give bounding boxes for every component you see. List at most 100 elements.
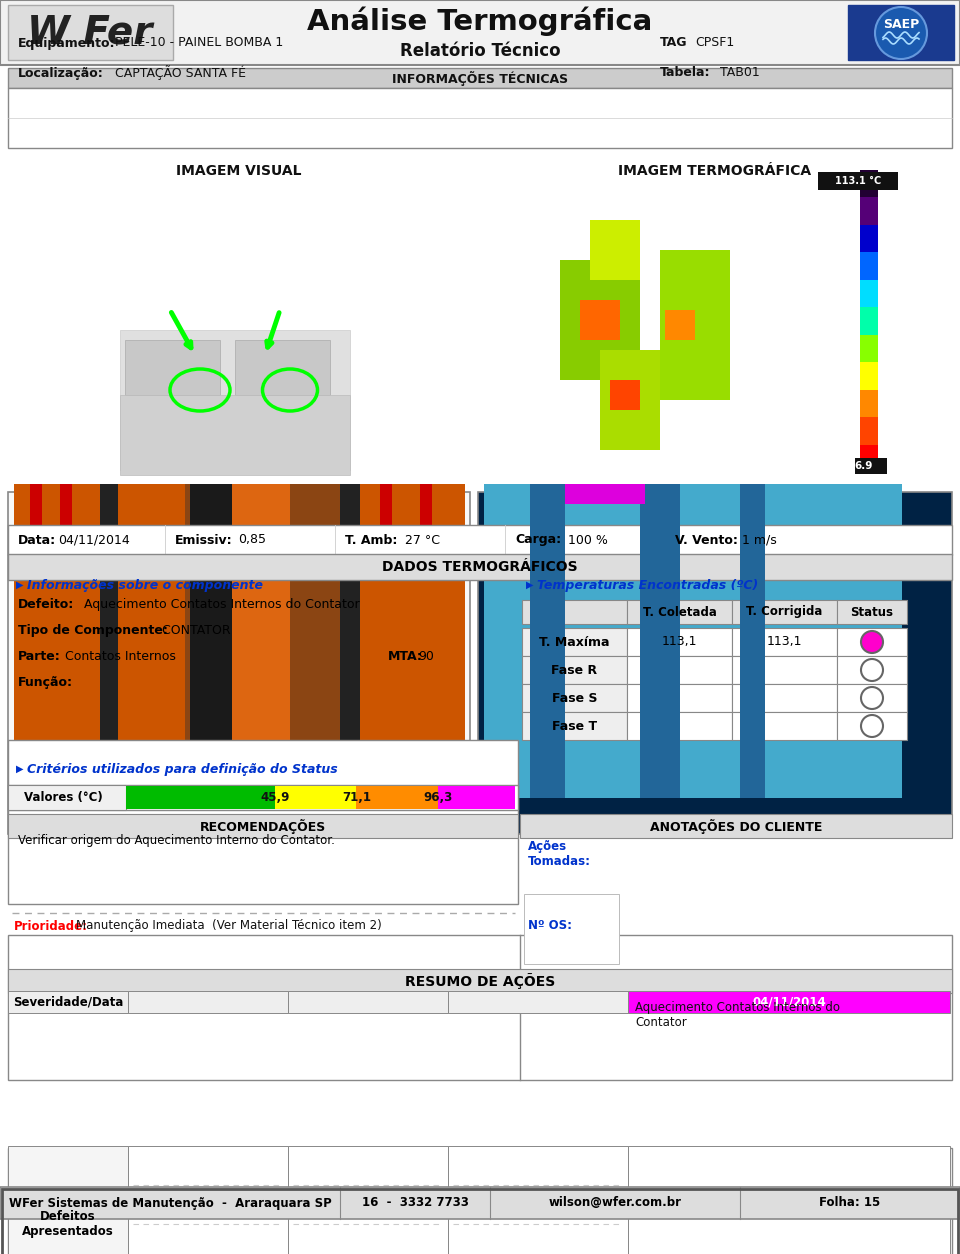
Bar: [484, 484, 902, 798]
Bar: [8, 1146, 128, 1254]
Text: Relatório Técnico: Relatório Técnico: [399, 41, 561, 60]
Text: Critérios utilizados para definição do Status: Critérios utilizados para definição do S…: [27, 762, 338, 775]
Bar: [520, 814, 952, 838]
Bar: [837, 628, 907, 656]
Bar: [860, 280, 878, 307]
Text: Folha: 15: Folha: 15: [820, 1196, 880, 1210]
Bar: [732, 656, 837, 683]
Bar: [0, 1188, 960, 1219]
Text: Valores (°C): Valores (°C): [24, 791, 103, 804]
Bar: [627, 712, 732, 740]
Bar: [627, 683, 732, 712]
Bar: [235, 340, 330, 395]
Bar: [8, 525, 952, 556]
Text: 90: 90: [418, 650, 434, 663]
Circle shape: [861, 715, 883, 737]
Text: Tabela:: Tabela:: [660, 66, 710, 79]
Bar: [8, 740, 518, 904]
Bar: [600, 350, 660, 450]
Text: Tipo de Componente:: Tipo de Componente:: [18, 624, 168, 637]
Bar: [14, 484, 464, 798]
Circle shape: [861, 660, 883, 681]
Text: Defeitos
Apresentados: Defeitos Apresentados: [22, 1210, 114, 1238]
Text: CONTATOR: CONTATOR: [158, 624, 230, 637]
Bar: [8, 785, 518, 810]
Bar: [627, 656, 732, 683]
Text: 27 °C: 27 °C: [405, 533, 440, 547]
Text: ▶: ▶: [16, 764, 23, 774]
Bar: [30, 484, 42, 564]
Bar: [230, 484, 290, 798]
Bar: [8, 554, 952, 581]
Bar: [627, 628, 732, 656]
Text: WFer Sistemas de Manutenção  -  Araraquara SP: WFer Sistemas de Manutenção - Araraquara…: [9, 1196, 331, 1210]
Text: Prioridade:: Prioridade:: [14, 919, 88, 933]
Text: Equipamento:: Equipamento:: [18, 36, 115, 49]
Text: 04/11/2014: 04/11/2014: [752, 996, 826, 1008]
Text: T. Corrigida: T. Corrigida: [746, 606, 823, 618]
Text: CPSF1: CPSF1: [695, 36, 734, 49]
Bar: [8, 969, 952, 993]
Text: 113,1: 113,1: [767, 636, 803, 648]
Bar: [732, 712, 837, 740]
Bar: [740, 484, 765, 798]
Bar: [860, 197, 878, 224]
Text: T. Maxíma: T. Maxíma: [540, 636, 610, 648]
Bar: [837, 712, 907, 740]
Text: T. Coletada: T. Coletada: [642, 606, 716, 618]
Text: Informações sobre o componente: Informações sobre o componente: [27, 578, 263, 592]
Text: PELE-10 - PAINEL BOMBA 1: PELE-10 - PAINEL BOMBA 1: [115, 36, 283, 49]
Bar: [420, 484, 432, 564]
Text: CAPTAÇÃO SANTA FÉ: CAPTAÇÃO SANTA FÉ: [115, 65, 246, 80]
Text: Ações
Tomadas:: Ações Tomadas:: [528, 840, 591, 868]
Text: Emissiv:: Emissiv:: [175, 533, 232, 547]
Text: SAEP: SAEP: [883, 19, 919, 31]
Text: Manutenção Imediata  (Ver Material Técnico item 2): Manutenção Imediata (Ver Material Técnic…: [76, 919, 382, 933]
Text: RECOMENDAÇÕES: RECOMENDAÇÕES: [200, 819, 326, 834]
Text: Contatos Internos: Contatos Internos: [65, 650, 176, 663]
Bar: [380, 484, 392, 564]
Text: DADOS TERMOGRÁFICOS: DADOS TERMOGRÁFICOS: [382, 561, 578, 574]
Text: Localização:: Localização:: [18, 66, 104, 79]
Bar: [14, 484, 104, 798]
Bar: [860, 307, 878, 335]
Text: V. Vento:: V. Vento:: [675, 533, 738, 547]
Text: Verificar origem do Aquecimento Interno do Contator.: Verificar origem do Aquecimento Interno …: [18, 834, 335, 846]
Bar: [275, 786, 356, 809]
Bar: [356, 786, 438, 809]
Bar: [860, 224, 878, 252]
Bar: [580, 300, 620, 340]
Bar: [860, 445, 878, 472]
Bar: [128, 1146, 288, 1254]
Text: W Fer: W Fer: [27, 14, 153, 51]
Text: 100 %: 100 %: [568, 533, 608, 547]
Text: Fase S: Fase S: [552, 691, 597, 705]
Bar: [860, 252, 878, 280]
Bar: [8, 785, 126, 810]
Bar: [660, 250, 730, 400]
Bar: [837, 656, 907, 683]
Bar: [8, 492, 470, 834]
Bar: [732, 628, 837, 656]
Bar: [590, 219, 640, 280]
Text: TAB01: TAB01: [720, 66, 759, 79]
Bar: [530, 484, 565, 798]
Bar: [837, 599, 907, 624]
Bar: [355, 484, 465, 798]
Bar: [732, 599, 837, 624]
Bar: [860, 362, 878, 390]
Bar: [8, 68, 952, 88]
Bar: [565, 484, 645, 504]
Bar: [627, 599, 732, 624]
Bar: [288, 991, 448, 1013]
Text: 0,85: 0,85: [238, 533, 266, 547]
Bar: [448, 1146, 628, 1254]
Text: 113,1: 113,1: [661, 636, 697, 648]
Bar: [8, 5, 173, 60]
Bar: [120, 330, 350, 470]
Bar: [128, 991, 288, 1013]
Bar: [60, 484, 72, 564]
Bar: [665, 310, 695, 340]
Text: 113.1 °C: 113.1 °C: [835, 176, 881, 186]
Bar: [100, 484, 118, 798]
